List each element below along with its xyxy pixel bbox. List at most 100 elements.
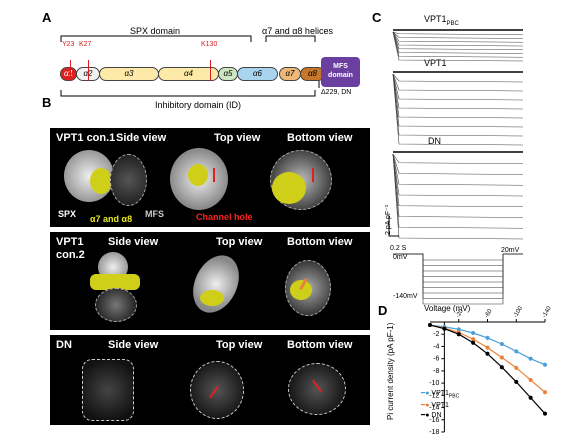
trace-label-dn: DN [428, 136, 441, 146]
voltage-step [393, 253, 523, 283]
mutation-k130: K130 [201, 41, 218, 48]
mutation-k27: K27 [79, 41, 92, 48]
scale-y-label: 2 pA pF⁻¹ [385, 204, 392, 235]
trace-line [392, 153, 524, 208]
data-point [528, 395, 533, 400]
row-1-bottom-view: Bottom view [287, 132, 353, 144]
channel-marker-top [213, 168, 215, 182]
trace-line [392, 73, 524, 110]
iv-chart: -20 -60 -100 -140 -2 -4 -6 -8 -10 -12 -14 -16 -18 [428, 305, 554, 436]
y-tick-label: -10 [429, 380, 439, 387]
data-point [485, 351, 490, 356]
row-2-bottom-view: Bottom view [287, 236, 353, 248]
data-point [428, 323, 432, 328]
voltage-step [393, 253, 523, 272]
row-2-bottom-helices [290, 280, 312, 300]
scale-x-label: 0.2 S [390, 245, 407, 252]
trace-line [392, 73, 524, 83]
data-point [456, 332, 461, 337]
segment-a3: α3 [99, 67, 159, 81]
data-point [514, 349, 519, 354]
data-point [499, 365, 504, 370]
row-2-top-view: Top view [216, 236, 263, 248]
y-tick-label: -4 [433, 343, 439, 350]
channel-marker-bottom [312, 168, 314, 182]
v-zero-label: 0mV [393, 254, 408, 261]
trace-line [392, 73, 524, 101]
trace-line [392, 31, 524, 62]
legend-entry-dn: ━● DN [421, 412, 442, 420]
x-tick-label: -100 [513, 305, 525, 319]
chart-legend: ━● VPT1PBC ━● VPT1 ━● DN [421, 389, 459, 421]
trace-label-vpt1pbc: VPT1PBC [424, 14, 459, 27]
trace-plot [388, 29, 524, 305]
spx-annotation: SPX [58, 209, 77, 219]
segment-a8: α8 [300, 67, 325, 81]
segment-a1: α1 [60, 67, 77, 81]
inhibitory-domain-label: Inhibitory domain (ID) [155, 100, 242, 110]
series-line [429, 324, 546, 366]
data-point [471, 337, 476, 342]
v-top-label: 20mV [501, 247, 520, 254]
data-point [471, 331, 476, 335]
scale-bar [388, 216, 399, 237]
data-point [471, 340, 476, 345]
data-point [485, 335, 490, 340]
row-3-top-view: Top view [216, 339, 263, 351]
bottom-view-helices [272, 172, 306, 204]
y-tick-label: -12 [429, 392, 439, 399]
mutation-y23: Y23 [62, 41, 75, 48]
panel-letter-a: A [42, 10, 52, 25]
data-point [543, 411, 547, 416]
structure-row-2: VPT1 con.2 Side view Top view Bottom vie… [50, 232, 370, 330]
data-point [456, 327, 461, 332]
trace-line [392, 31, 524, 43]
y-tick-label: -2 [433, 331, 439, 338]
trace-line [392, 153, 524, 165]
side-view-mfs-molecule [110, 154, 147, 206]
mfs-domain-box: MFS domain [321, 57, 360, 87]
data-point [528, 378, 533, 383]
panel-letter-b: B [42, 95, 52, 110]
row-2-top-molecule [184, 247, 248, 321]
data-point [499, 342, 504, 346]
row-2-side-view: Side view [108, 236, 159, 248]
row-2-side-helices [90, 274, 140, 290]
x-tick-label: -60 [484, 308, 494, 319]
alpha-helices-label: α7 and α8 helices [262, 26, 333, 36]
spx-domain-label: SPX domain [130, 26, 181, 36]
panel-letter-d: D [378, 303, 388, 318]
chart-xlabel: Voltage (mV) [424, 304, 471, 313]
row-3-bottom-view: Bottom view [287, 339, 353, 351]
voltage-step [393, 253, 523, 305]
v-bottom-label: -140mV [393, 293, 418, 300]
data-point [442, 326, 447, 331]
channel-hole-annotation: Channel hole [196, 212, 253, 222]
trace-line [392, 31, 524, 54]
y-tick-label: -14 [429, 405, 439, 412]
chart-ylabel: Pi current density (pA pF-1) [386, 322, 395, 420]
legend-entry-vpt1pbc: ━● VPT1PBC [421, 390, 460, 400]
row-3-title: DN [56, 339, 72, 351]
x-tick-label: -140 [542, 305, 554, 319]
side-view-helices-molecule [90, 168, 112, 194]
domain-map-brackets [60, 35, 320, 97]
row-3-side-molecule [82, 359, 134, 421]
trace-line [392, 31, 524, 51]
y-tick-label: -18 [429, 429, 439, 436]
data-point [514, 365, 519, 370]
delta-dn-label: Δ229, DN [321, 89, 352, 96]
top-view-helices [188, 164, 208, 186]
row-2-top-helices [200, 290, 224, 306]
row-3-top-molecule [190, 361, 244, 419]
domain-bar: α1 α2 α3 α4 α5 α6 α7 α8 [60, 60, 325, 81]
segment-a4: α4 [158, 67, 219, 81]
trace-line [392, 73, 524, 92]
panel-letter-c: C [372, 10, 382, 25]
segment-a5: α5 [218, 67, 238, 81]
trace-line [392, 31, 524, 47]
row-1-title: VPT1 con.1 [56, 132, 116, 144]
trace-line [392, 31, 524, 36]
y-tick-label: -16 [429, 417, 439, 424]
structure-row-1: VPT1 con.1 Side view Top view Bottom vie… [50, 128, 370, 227]
